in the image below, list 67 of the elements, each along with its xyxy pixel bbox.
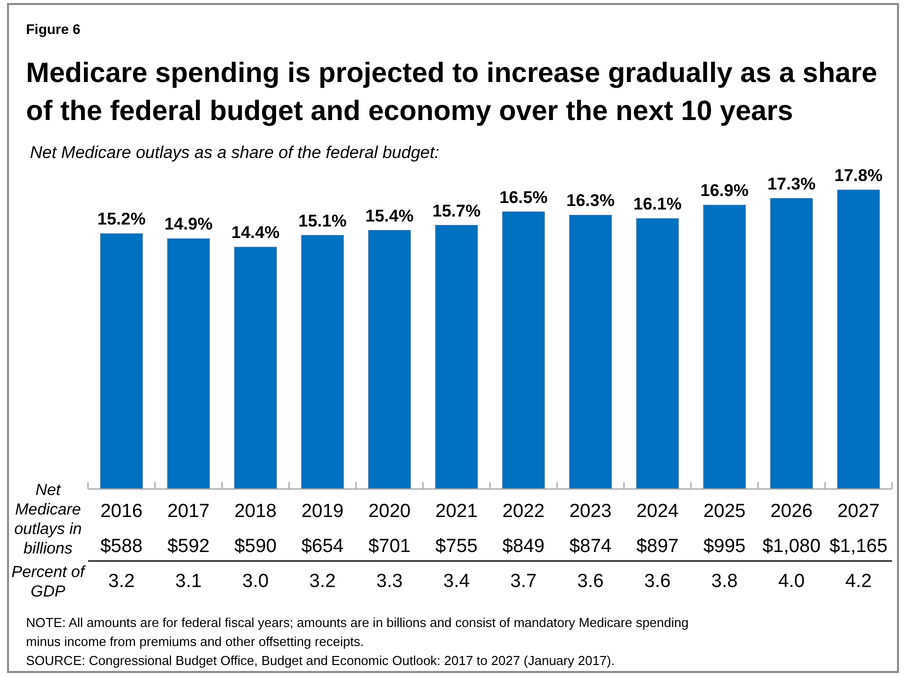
text: 3.6 [644,571,671,592]
data-label: 17.8% [834,166,883,185]
text: 3.2 [309,571,336,592]
data-label: 17.3% [767,174,816,194]
x-tick-label: 2027 [837,501,880,522]
bar [770,198,813,490]
chart-title: Medicare spending is projected to increase gradually as a share of the federal budget and economy over the next 10 years [26,57,878,126]
x-tick-label: 2021 [435,501,478,522]
x-tick-label: 2019 [301,501,344,522]
data-label: 15.2% [97,210,146,229]
bar [368,230,411,490]
bar [100,233,143,490]
x-tick-label: 2020 [368,501,411,522]
x-tick-label: 2026 [770,501,813,522]
bar [301,235,344,490]
text: 3.0 [242,571,269,592]
x-tick-label: 2016 [100,501,143,522]
source-note: SOURCE: Congressional Budget Office, Budget and Economic Outlook: 2017 to 2027 (January 2017). [26,653,615,668]
bar [502,212,545,490]
x-axis-title: Net Medicare outlays in billions [14,482,82,558]
text: 4.2 [845,571,872,592]
bar [703,204,746,490]
data-label: 15.4% [365,206,414,226]
data-label: 15.7% [432,201,481,220]
text: Percent of GDP [12,564,86,600]
text: $995 [703,536,746,557]
text: $588 [100,536,143,557]
bar [569,214,612,490]
caption: Figure 6 [26,21,81,37]
text: $849 [502,536,545,557]
bar [435,224,478,490]
text: $654 [301,536,344,557]
text: $755 [435,536,478,557]
text: 3.2 [108,571,135,592]
text: 4.0 [778,571,805,592]
bar [636,218,679,490]
data-label: 16.9% [700,181,749,200]
bar [837,190,880,490]
data-label: 16.5% [499,188,548,207]
data-label: 16.3% [566,191,615,210]
text: 3.6 [577,571,604,592]
text: $592 [167,536,210,557]
data-label: 16.1% [633,194,682,214]
bar [234,246,277,490]
data-label: 14.4% [231,223,280,242]
data-label: 15.1% [298,211,347,230]
x-tick-label: 2025 [703,501,746,522]
chart-subtitle: Net Medicare outlays as a share of the federal budget: [30,143,440,162]
text: NOTE: All amounts are for federal fiscal years; amounts are in billions and consist of mandatory Medicare spending minus income from premiums and other offsetting receipts. [26,615,689,649]
text: 3.1 [175,571,202,592]
x-tick-label: 2023 [569,501,612,522]
text: 3.4 [443,571,470,592]
text: 3.3 [376,571,403,592]
x-tick-label: 2018 [234,501,277,522]
text: 3.8 [711,571,738,592]
text: $701 [368,536,411,557]
x-tick-label: 2024 [636,501,680,522]
text: 3.7 [510,571,537,592]
text: $897 [636,536,679,557]
bar [167,238,210,490]
text: $1,165 [829,536,888,557]
x-tick-label: 2022 [502,501,545,522]
text: $590 [234,536,277,557]
text: $1,080 [762,536,821,557]
data-label: 14.9% [164,214,213,234]
text: $874 [569,536,612,557]
x-tick-label: 2017 [167,501,210,522]
